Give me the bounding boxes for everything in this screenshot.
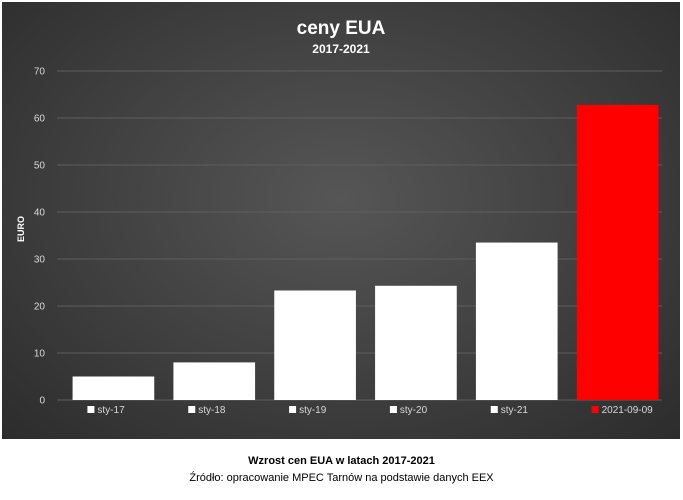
legend-swatch — [389, 406, 397, 413]
y-tick-label: 70 — [34, 67, 46, 78]
legend-label-2021-09-09: 2021-09-09 — [602, 405, 654, 416]
legend-label-sty-21: sty-21 — [501, 405, 529, 416]
y-tick-label: 50 — [34, 161, 46, 172]
gridlines — [57, 70, 662, 401]
y-tick-label: 30 — [34, 255, 46, 266]
bar-sty-18 — [173, 362, 256, 400]
y-tick-label: 60 — [34, 114, 46, 125]
legend: sty-17 sty-18 sty-19 sty-20 sty-21 2021-09-09 — [87, 405, 653, 416]
legend-swatch — [188, 406, 196, 413]
legend-label-sty-18: sty-18 — [198, 405, 226, 416]
figure-caption-source: Źródło: opracowanie MPEC Tarnów na podst… — [189, 472, 494, 484]
chart-title: ceny EUA — [297, 18, 386, 39]
y-tick-label: 10 — [34, 349, 46, 360]
legend-swatch — [490, 406, 498, 413]
bar-sty-20 — [375, 285, 457, 400]
legend-label-sty-19: sty-19 — [299, 405, 327, 416]
y-tick-label: 40 — [34, 208, 46, 219]
y-axis-ticks: 0 10 20 30 40 50 60 70 — [34, 67, 46, 407]
bar-2021-09-09 — [576, 104, 659, 400]
legend-swatch — [289, 406, 297, 413]
y-tick-label: 20 — [34, 302, 46, 313]
legend-swatch — [87, 406, 95, 413]
legend-label-sty-17: sty-17 — [97, 405, 125, 416]
y-tick-label: 0 — [39, 396, 45, 407]
figure-caption-title: Wzrost cen EUA w latach 2017-2021 — [248, 455, 435, 467]
legend-swatch — [591, 406, 599, 413]
bars — [72, 104, 659, 400]
chart-panel: ceny EUA 2017-2021 EURO 0 10 20 30 40 50 60 70 … — [2, 2, 680, 439]
bar-sty-21 — [475, 242, 558, 400]
bar-chart: ceny EUA 2017-2021 EURO 010203040506070 … — [16, 18, 662, 416]
y-axis-title: EURO — [16, 216, 26, 242]
bar-sty-19 — [274, 290, 356, 400]
bar-sty-17 — [72, 376, 155, 400]
chart-subtitle: 2017-2021 — [312, 42, 370, 56]
legend-label-sty-20: sty-20 — [400, 405, 428, 416]
